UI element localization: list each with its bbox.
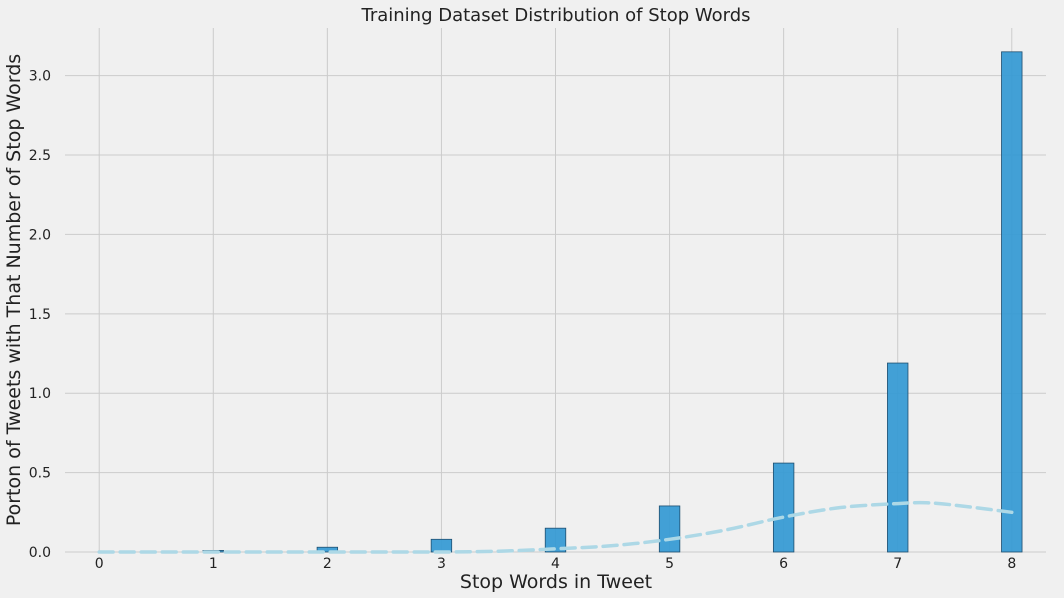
y-tick-label: 1.5 <box>29 307 51 323</box>
y-tick-label: 1.0 <box>29 386 51 402</box>
y-tick-label: 0.0 <box>29 545 51 561</box>
y-axis-label: Porton of Tweets with That Number of Sto… <box>3 54 25 526</box>
y-tick-label: 0.5 <box>29 466 51 482</box>
density-curve <box>97 500 1014 554</box>
x-tick-label: 7 <box>893 556 902 572</box>
x-tick-label: 2 <box>323 556 332 572</box>
x-tick-label: 4 <box>551 556 560 572</box>
bars <box>202 51 1023 553</box>
bar <box>316 546 339 553</box>
bar <box>658 505 681 553</box>
x-tick-label: 0 <box>95 556 104 572</box>
bar <box>887 362 909 553</box>
y-tick-labels: 0.0 0.5 1.0 1.5 2.0 2.5 3.0 <box>29 69 51 561</box>
bar <box>772 462 795 553</box>
x-tick-label: 5 <box>665 556 674 572</box>
x-tick-labels: 0 1 2 3 4 5 6 7 8 <box>95 556 1016 572</box>
bar <box>544 527 567 553</box>
bar <box>1001 51 1023 553</box>
y-tick-label: 2.0 <box>29 227 51 243</box>
x-axis-label: Stop Words in Tweet <box>460 571 652 593</box>
y-tick-label: 2.5 <box>29 148 51 164</box>
bar <box>430 538 453 553</box>
density-line <box>97 500 1014 554</box>
chart-title: Training Dataset Distribution of Stop Wo… <box>360 5 750 26</box>
x-tick-label: 1 <box>209 556 218 572</box>
x-tick-label: 3 <box>437 556 446 572</box>
x-tick-label: 6 <box>779 556 788 572</box>
y-tick-label: 3.0 <box>29 69 51 85</box>
x-tick-label: 8 <box>1007 556 1016 572</box>
